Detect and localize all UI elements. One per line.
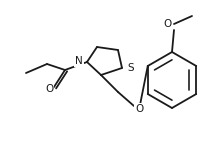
Text: N: N [75, 56, 83, 66]
Text: O: O [45, 84, 53, 94]
Text: O: O [164, 19, 172, 29]
Text: O: O [135, 104, 143, 114]
Text: S: S [128, 63, 134, 73]
